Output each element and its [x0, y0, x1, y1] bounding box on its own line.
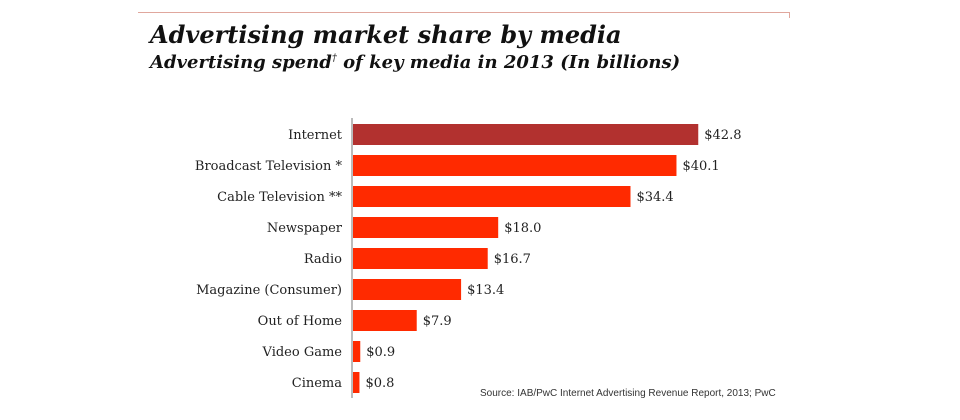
chart-subtitle: Advertising spend† of key media in 2013 …: [150, 52, 680, 73]
subtitle-rest: of key media in 2013 (In billions): [336, 52, 681, 73]
value-label: $13.4: [467, 283, 504, 298]
category-label: Broadcast Television *: [195, 159, 343, 174]
value-label: $18.0: [504, 221, 541, 236]
bar: [353, 372, 360, 393]
value-label: $7.9: [423, 314, 452, 329]
bar: [353, 124, 699, 145]
subtitle-dagger: †: [331, 53, 337, 64]
source-note: Source: IAB/PwC Internet Advertising Rev…: [480, 388, 776, 399]
value-label: $34.4: [636, 190, 673, 205]
bar: [353, 341, 361, 362]
value-label: $42.8: [704, 128, 741, 143]
value-label: $0.9: [366, 345, 395, 360]
value-label: $16.7: [494, 252, 531, 267]
title-rule: [138, 12, 790, 13]
bar: [353, 279, 462, 300]
category-label: Internet: [288, 128, 343, 143]
bars-group: Internet $42.8 Broadcast Television * $40.1…: [195, 124, 741, 393]
chart-title: Advertising market share by media: [150, 20, 622, 49]
category-label: Out of Home: [258, 314, 343, 329]
bar: [353, 155, 677, 176]
subtitle-main: Advertising spend: [150, 52, 332, 73]
title-rule-tick: [789, 12, 790, 18]
category-label: Video Game: [262, 345, 343, 360]
bar: [353, 248, 488, 269]
category-label: Newspaper: [267, 221, 343, 236]
value-label: $0.8: [365, 376, 394, 391]
value-label: $40.1: [682, 159, 719, 174]
bar: [353, 310, 417, 331]
category-label: Cinema: [292, 376, 342, 391]
bar: [353, 186, 631, 207]
category-label: Cable Television **: [217, 190, 342, 205]
bar: [353, 217, 499, 238]
category-label: Magazine (Consumer): [196, 283, 342, 298]
category-label: Radio: [304, 252, 342, 267]
